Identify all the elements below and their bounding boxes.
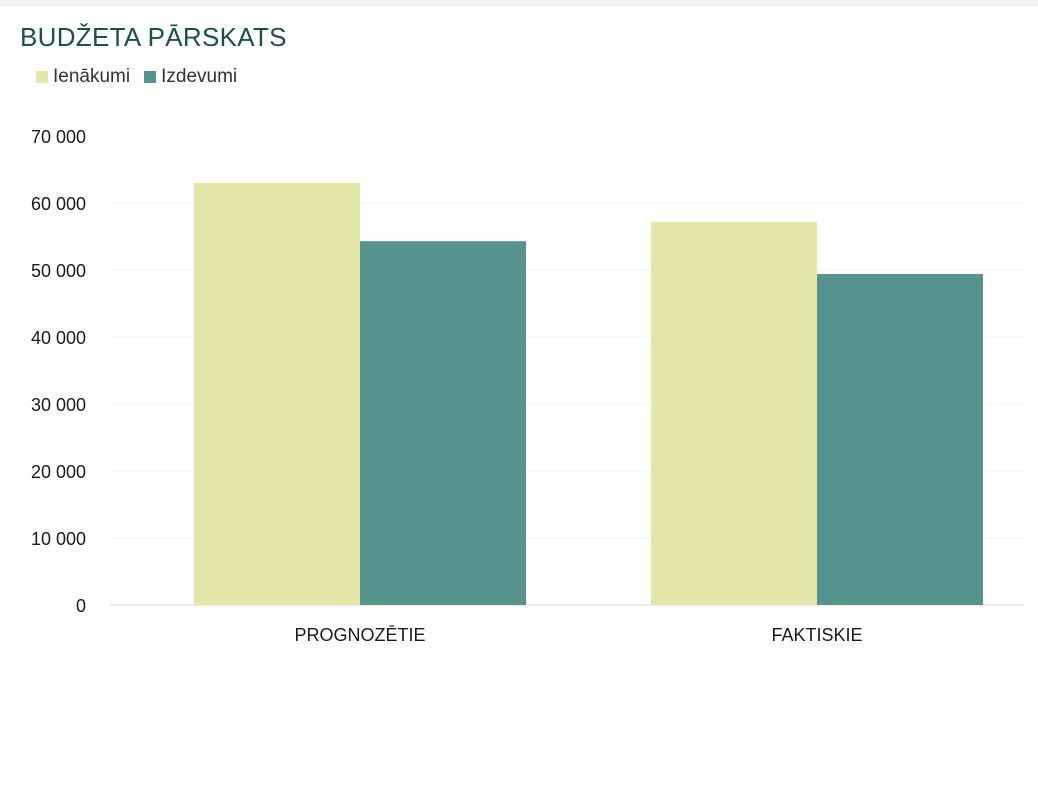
- bar-ienakumi-1: [651, 221, 817, 605]
- y-tick-label: 10 000: [31, 529, 86, 549]
- legend-label-ienakumi: Ienākumi: [53, 66, 131, 87]
- top-border-strip: [0, 0, 1038, 6]
- y-tick-label: 0: [76, 596, 86, 616]
- bar-izdevumi-1: [817, 274, 983, 605]
- x-tick-label: FAKTISKIE: [771, 625, 862, 645]
- y-tick-label: 30 000: [31, 395, 86, 415]
- legend-swatch-ienakumi: [36, 71, 48, 83]
- y-tick-label: 40 000: [31, 328, 86, 348]
- bar-izdevumi-0: [360, 241, 526, 605]
- chart-title: BUDŽETA PĀRSKATS: [20, 22, 287, 52]
- legend-label-izdevumi: Izdevumi: [161, 66, 238, 87]
- y-tick-label: 50 000: [31, 261, 86, 281]
- x-tick-label: PROGNOZĒTIE: [294, 625, 425, 645]
- legend-item-ienakumi: Ienākumi: [36, 66, 130, 88]
- y-tick-label: 20 000: [31, 462, 86, 482]
- y-tick-label: 70 000: [31, 127, 86, 147]
- chart-legend: Ienākumi Izdevumi: [36, 66, 251, 88]
- legend-item-izdevumi: Izdevumi: [144, 66, 237, 88]
- y-tick-label: 60 000: [31, 194, 86, 214]
- bar-ienakumi-0: [194, 182, 360, 605]
- legend-swatch-izdevumi: [144, 71, 157, 83]
